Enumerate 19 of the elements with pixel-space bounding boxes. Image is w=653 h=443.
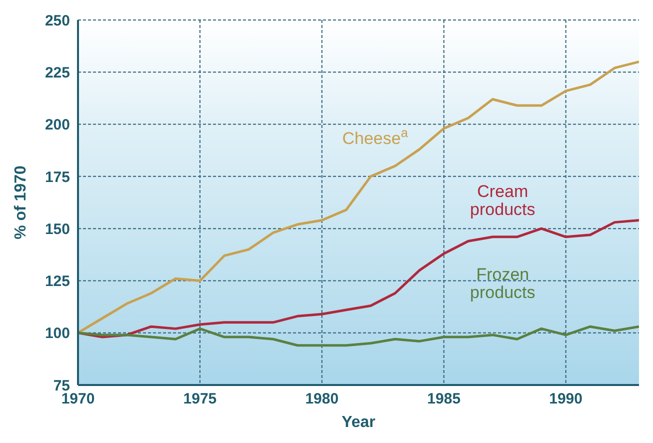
y-tick-label: 100: [44, 325, 70, 342]
x-tick-label: 1985: [427, 390, 461, 408]
series-label: Cream products: [470, 182, 536, 219]
y-tick-label: 225: [44, 64, 70, 82]
x-tick-label: 1980: [305, 390, 339, 408]
y-tick-label: 250: [44, 12, 70, 30]
line-series: [78, 218, 639, 338]
series-label: Cheese$^{a}$: [342, 124, 409, 148]
x-tick-label: 1975: [183, 390, 217, 408]
x-tick-label: 1990: [549, 390, 583, 408]
x-axis-title: Year: [342, 414, 376, 431]
line-series: [78, 60, 639, 334]
y-tick-label: 200: [44, 116, 70, 134]
y-tick-label: 175: [44, 168, 70, 186]
line-series: [78, 325, 639, 347]
y-tick-label: 125: [44, 273, 70, 290]
series-label: Frozen products: [470, 264, 536, 302]
y-axis-title: % of 1970: [12, 165, 30, 240]
y-tick-label: 150: [44, 220, 70, 238]
